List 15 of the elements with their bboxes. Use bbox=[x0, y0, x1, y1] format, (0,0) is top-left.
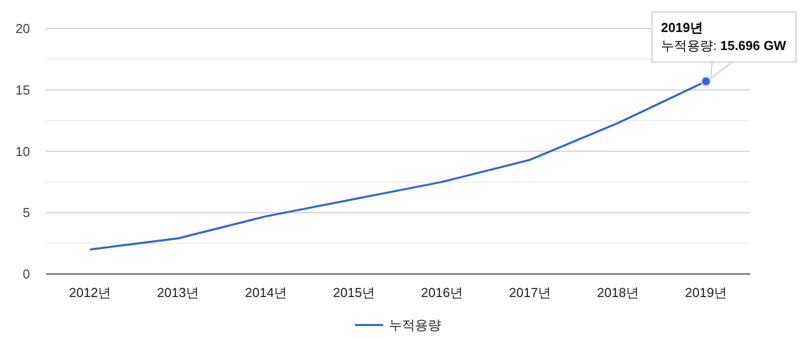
x-tick-label: 2017년 bbox=[509, 285, 551, 300]
x-tick-label: 2014년 bbox=[245, 285, 287, 300]
x-tick-label: 2019년 bbox=[685, 285, 727, 300]
x-tick-label: 2018년 bbox=[597, 285, 639, 300]
x-tick-label: 2013년 bbox=[157, 285, 199, 300]
y-tick-label: 15 bbox=[16, 82, 30, 98]
x-tick-label: 2016년 bbox=[421, 285, 463, 300]
x-tick-label: 2015년 bbox=[333, 285, 375, 300]
x-tick-label: 2012년 bbox=[69, 285, 111, 300]
y-tick-label: 5 bbox=[22, 205, 30, 220]
y-tick-label: 10 bbox=[16, 144, 30, 159]
y-tick-label: 0 bbox=[22, 266, 30, 282]
annotation: 2019년 누적용량: 15.696 GW bbox=[661, 20, 787, 53]
legend-label: 누적용량 bbox=[389, 318, 441, 332]
y-tick-label: 20 bbox=[16, 21, 30, 36]
